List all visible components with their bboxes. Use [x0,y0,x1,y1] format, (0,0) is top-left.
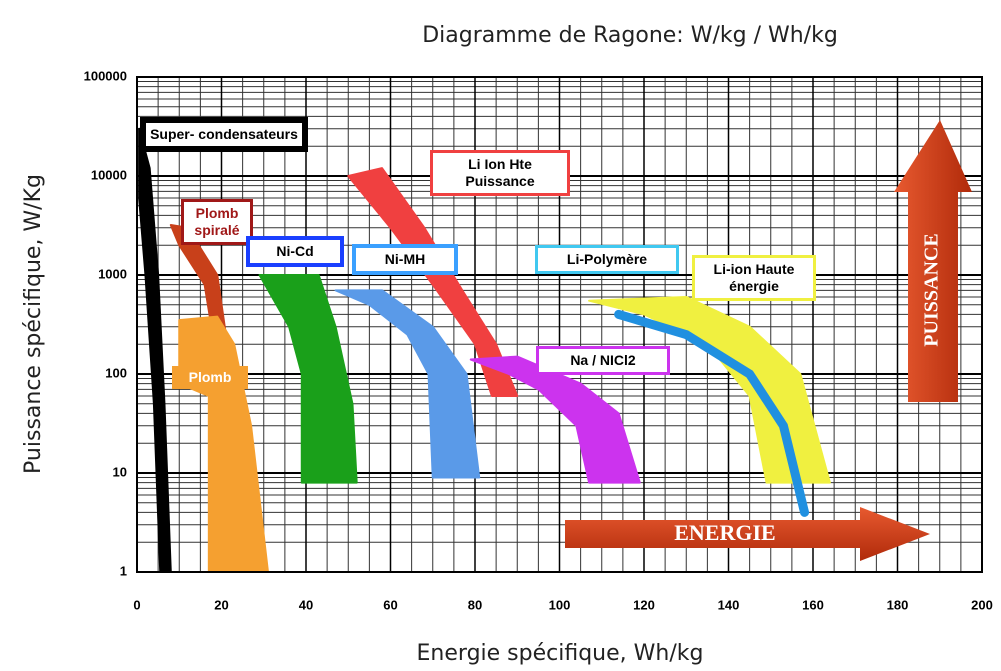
series-label: Super- condensateurs [140,117,308,152]
y-tick-label: 1 [120,563,127,578]
x-tick-label: 160 [802,597,824,612]
x-tick-label: 100 [549,597,571,612]
series-label: Plomb spiralé [181,199,253,245]
series-region [334,289,481,479]
x-tick-label: 20 [214,597,228,612]
y-tick-label: 10 [113,464,127,479]
series-region [258,274,358,484]
series-label: Na / NICl2 [536,346,670,375]
y-tick-label: 100000 [84,68,127,83]
series-line [614,309,810,517]
y-axis-label: Puissance spécifique, W/Kg [21,174,46,474]
power-label: PUISSANCE [921,233,943,346]
series-label: Li-Polymère [535,245,679,274]
series-label: Plomb [172,366,248,389]
x-tick-label: 0 [133,597,140,612]
x-axis-label: Energie spécifique, Wh/kg [417,641,704,666]
chart-title: Diagramme de Ragone: W/kg / Wh/kg [422,23,838,48]
series-label: Li Ion Hte Puissance [430,150,570,196]
x-tick-label: 120 [633,597,655,612]
y-tick-label: 10000 [91,167,127,182]
x-tick-label: 140 [718,597,740,612]
x-tick-label: 200 [971,597,993,612]
plot-frame [136,76,983,573]
series-label: Ni-MH [352,244,458,275]
x-tick-label: 60 [383,597,397,612]
power-arrow [894,120,972,402]
series-label: Ni-Cd [246,236,344,267]
series-label: Li-ion Haute énergie [692,255,816,301]
y-tick-label: 100 [105,365,127,380]
energy-arrow [565,507,930,561]
x-tick-label: 80 [468,597,482,612]
series-region [138,127,172,573]
x-tick-label: 40 [299,597,313,612]
y-tick-label: 1000 [98,266,127,281]
energy-label: ENERGIE [674,520,775,545]
series-region [178,315,269,573]
x-tick-label: 180 [887,597,909,612]
